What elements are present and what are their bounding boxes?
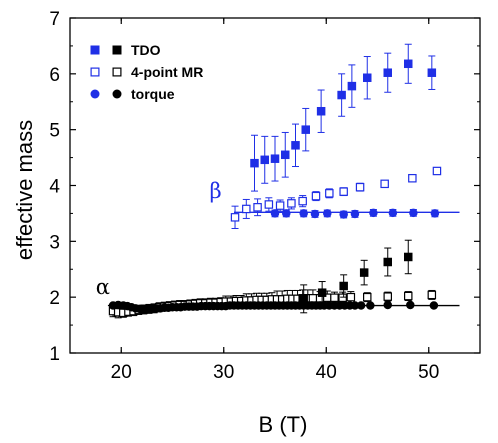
- data-point: [298, 196, 307, 206]
- data-point: [311, 191, 321, 201]
- x-tick-label: 20: [111, 362, 132, 383]
- legend-marker: [90, 45, 100, 55]
- x-tick-label: 30: [213, 362, 234, 383]
- data-point: [338, 293, 347, 302]
- data-point: [310, 209, 320, 219]
- data-point: [369, 208, 378, 218]
- data-point: [308, 294, 318, 303]
- data-point: [323, 209, 332, 218]
- data-point: [408, 173, 417, 183]
- data-point: [281, 150, 290, 160]
- legend-marker: [90, 89, 100, 99]
- legend-marker: [112, 67, 122, 77]
- series-β-torque: [270, 208, 440, 219]
- data-point: [432, 166, 442, 176]
- data-point: [339, 210, 348, 219]
- data-point: [366, 301, 375, 310]
- data-point: [339, 281, 348, 291]
- data-point: [388, 208, 398, 218]
- data-point: [337, 90, 346, 100]
- legend-label: TDO: [131, 42, 161, 58]
- annotation-label: β: [209, 179, 221, 203]
- legend-label: torque: [131, 86, 175, 102]
- data-point: [429, 301, 439, 310]
- data-point: [282, 209, 291, 218]
- data-point: [406, 300, 415, 310]
- legend-marker: [90, 67, 100, 77]
- data-point: [253, 203, 262, 212]
- data-point: [350, 209, 360, 219]
- data-point: [383, 257, 392, 267]
- y-axis-label: effective mass: [12, 120, 37, 260]
- data-point: [430, 209, 440, 218]
- data-point: [427, 290, 437, 300]
- annotation-label: α: [96, 275, 110, 299]
- data-point: [383, 68, 392, 77]
- y-tick-label: 4: [49, 177, 60, 198]
- data-point: [330, 293, 339, 302]
- data-point: [347, 81, 357, 91]
- x-axis-label: B (T): [259, 412, 308, 437]
- series-β-tdo: [250, 43, 437, 192]
- data-point: [356, 301, 366, 310]
- y-tick-label: 1: [49, 344, 60, 365]
- y-tick-label: 7: [49, 9, 60, 30]
- data-point: [380, 179, 389, 189]
- data-point: [299, 209, 308, 218]
- series-α-tdo: [299, 239, 413, 314]
- data-point: [270, 154, 280, 163]
- data-point: [299, 294, 308, 304]
- data-point: [383, 292, 393, 301]
- data-point: [404, 291, 413, 301]
- legend-label: 4-point MR: [131, 64, 203, 80]
- data-point: [270, 209, 280, 218]
- y-tick-label: 2: [49, 288, 60, 309]
- data-point: [275, 201, 285, 210]
- data-point: [301, 125, 310, 134]
- data-point: [383, 300, 392, 310]
- data-point: [325, 189, 334, 198]
- data-point: [242, 204, 251, 214]
- data-point: [346, 292, 356, 302]
- data-point: [363, 73, 372, 82]
- data-point: [339, 187, 348, 196]
- data-point: [359, 268, 369, 277]
- data-point: [363, 292, 372, 302]
- data-point: [230, 213, 240, 222]
- data-point: [317, 288, 327, 297]
- y-tick-label: 3: [49, 232, 60, 253]
- y-tick-label: 5: [49, 121, 60, 142]
- x-tick-label: 40: [316, 362, 337, 383]
- y-tick-label: 6: [49, 65, 60, 86]
- data-point: [316, 106, 326, 116]
- data-point: [409, 208, 418, 218]
- data-point: [355, 182, 365, 192]
- data-point: [404, 59, 413, 69]
- legend-marker: [112, 89, 122, 99]
- data-point: [250, 158, 259, 168]
- legend-marker: [112, 45, 122, 55]
- data-point: [260, 155, 269, 165]
- data-point: [404, 252, 413, 262]
- x-tick-label: 50: [418, 362, 439, 383]
- data-point: [427, 68, 437, 77]
- series-β-4-point-mr: [230, 166, 442, 229]
- data-point: [287, 199, 296, 208]
- data-point: [350, 301, 360, 310]
- data-point: [291, 141, 300, 150]
- series-α-torque: [108, 300, 439, 314]
- data-point: [264, 200, 274, 209]
